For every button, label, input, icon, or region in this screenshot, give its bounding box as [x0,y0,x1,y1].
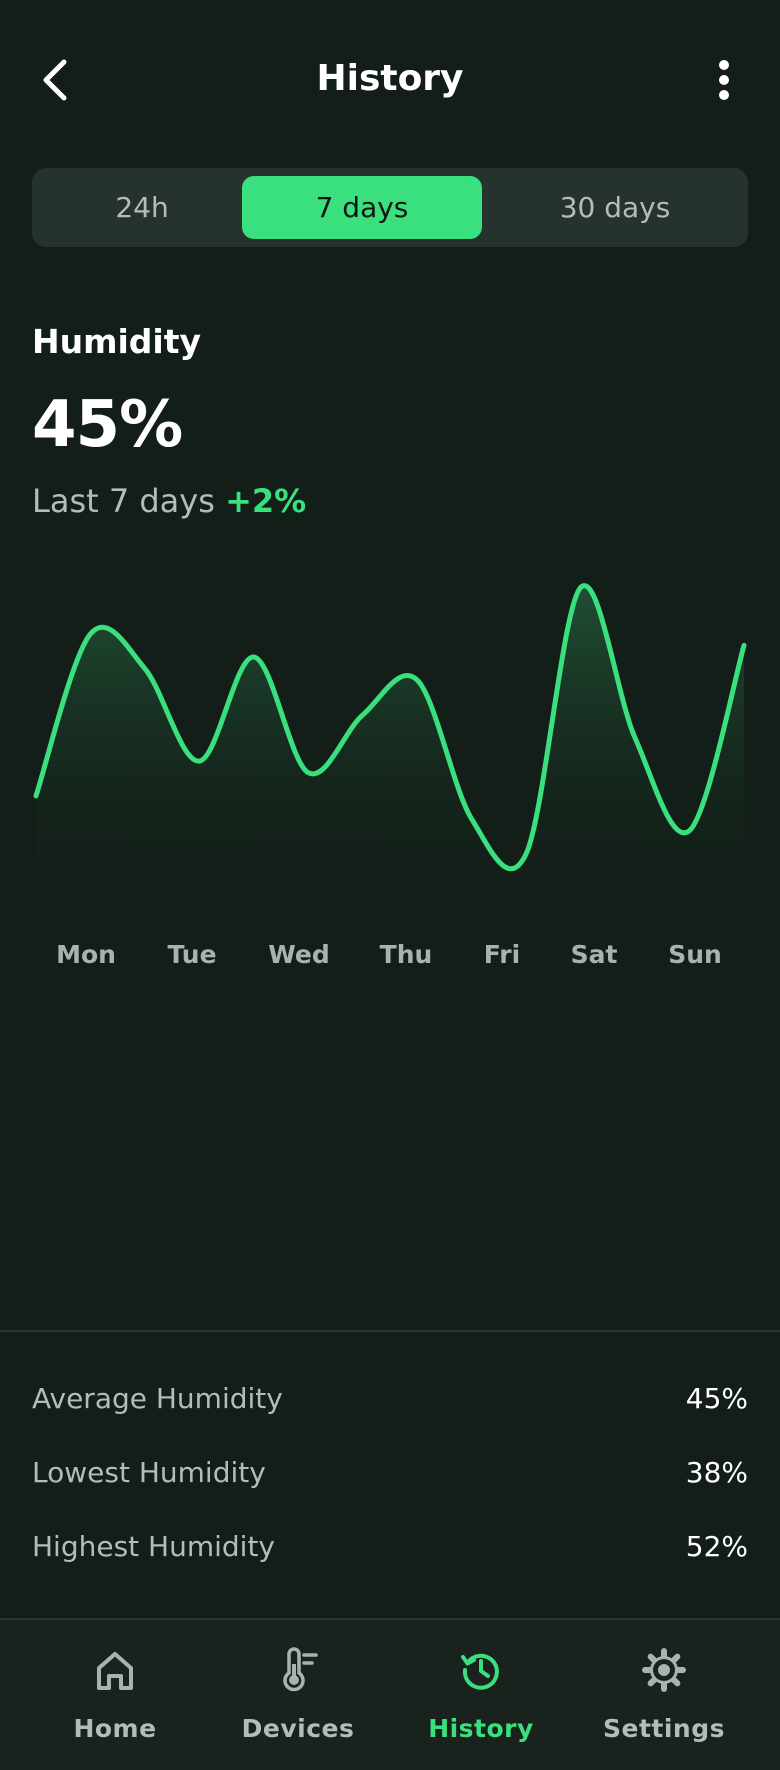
metric-period: Last 7 days +2% [32,482,306,520]
metric-label: Humidity [32,322,202,361]
x-tick-label: Thu [380,940,433,969]
x-tick-label: Fri [484,940,520,969]
home-icon [97,1652,133,1690]
gear-icon [642,1648,686,1692]
bottom-navigation: Home Devices History [0,1618,780,1770]
nav-item-settings[interactable]: Settings [584,1620,744,1770]
chart-line [33,583,747,872]
stat-label: Highest Humidity [32,1530,276,1563]
stat-label: Average Humidity [32,1382,283,1415]
metric-value: 45% [32,388,183,462]
more-vertical-icon [719,60,729,100]
stat-value: 38% [685,1456,748,1489]
stat-value: 52% [685,1530,748,1563]
nav-label: History [428,1714,534,1743]
chart-area-fill [36,585,744,920]
humidity-chart: Mon Tue Wed Thu Fri Sat Sun [0,540,780,980]
history-icon [461,1653,499,1690]
range-tab-30-days[interactable]: 30 days [559,191,671,224]
range-selector: 24h 7 days 30 days [32,168,748,247]
back-button[interactable] [36,56,76,104]
metric-change: +2% [225,482,307,520]
nav-item-home[interactable]: Home [35,1620,195,1770]
nav-label: Devices [241,1714,355,1743]
app-header: History [0,0,780,160]
nav-label: Settings [602,1714,725,1743]
nav-item-history[interactable]: History [401,1620,561,1770]
range-tab-7-days[interactable]: 7 days [242,176,482,239]
humidity-chart-svg: Mon Tue Wed Thu Fri Sat Sun [33,583,747,969]
x-tick-label: Mon [56,940,116,969]
stat-row-average: Average Humidity 45% [32,1370,748,1430]
chevron-left-icon [43,59,67,101]
x-tick-label: Sat [571,940,618,969]
nav-item-devices[interactable]: Devices [218,1620,378,1770]
x-tick-label: Wed [268,940,330,969]
metric-period-label: Last 7 days [32,482,215,520]
stat-label: Lowest Humidity [32,1456,266,1489]
more-options-button[interactable] [700,58,748,102]
x-tick-label: Tue [167,940,216,969]
stat-value: 45% [685,1382,748,1415]
x-tick-label: Sun [668,940,722,969]
section-divider [0,1330,780,1332]
stat-row-lowest: Lowest Humidity 38% [32,1444,748,1504]
range-tab-24h[interactable]: 24h [115,191,169,224]
stat-row-highest: Highest Humidity 52% [32,1518,748,1578]
page-title: History [316,58,464,99]
nav-label: Home [73,1714,157,1743]
thermometer-icon [283,1647,318,1692]
